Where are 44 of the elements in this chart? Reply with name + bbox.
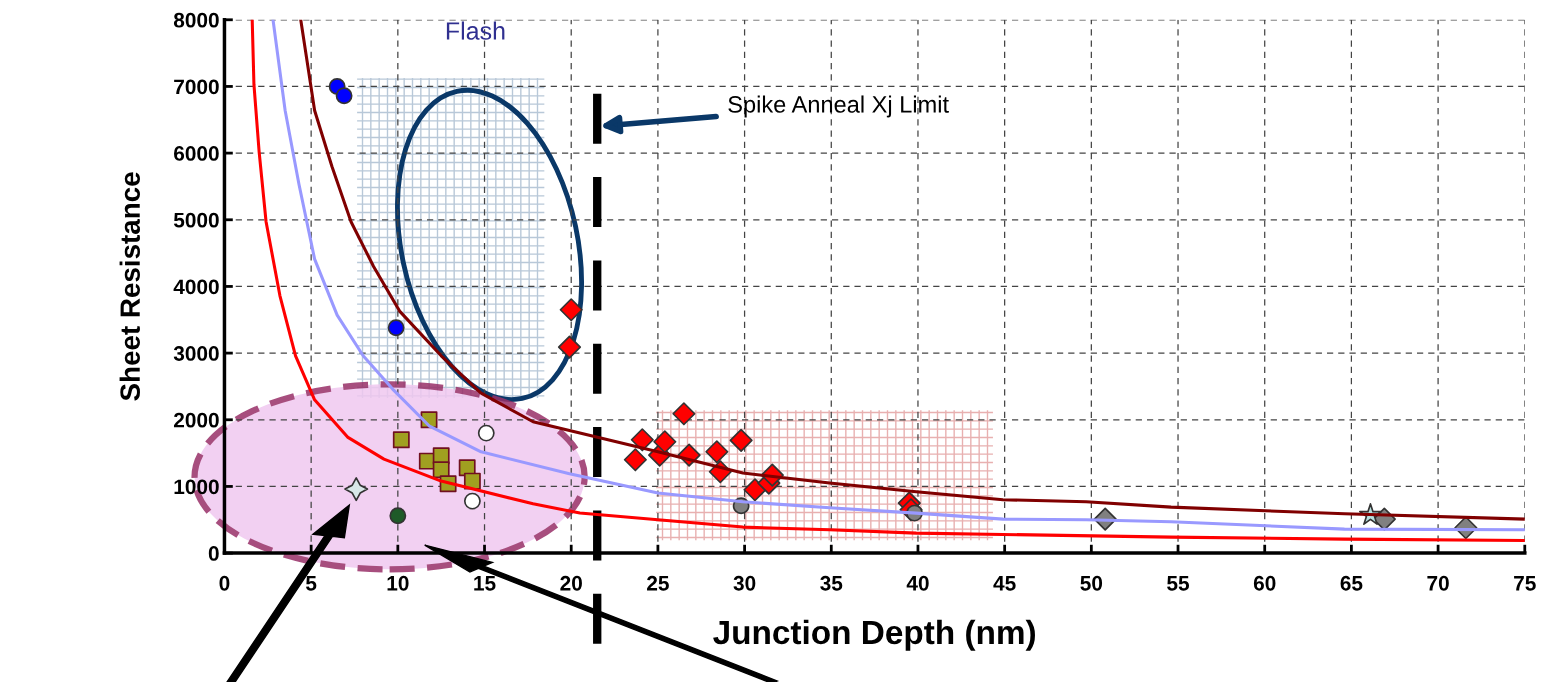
- x-tick-label: 75: [1514, 576, 1536, 591]
- x-tick-label: 35: [820, 575, 843, 591]
- x-tick-label: 40: [906, 575, 929, 591]
- x-tick-label: 55: [1167, 576, 1190, 591]
- x-tick-label: 50: [1080, 575, 1103, 591]
- x-tick-label: 5: [306, 576, 317, 591]
- point: [477, 424, 495, 442]
- ref-line-label: Spike Anneal Xj Limit: [728, 95, 949, 118]
- point: [729, 428, 753, 453]
- point: [463, 492, 481, 510]
- x-tick-label: 20: [560, 575, 582, 591]
- y-tick-label: 3000: [173, 346, 219, 361]
- y-tick-label: 4000: [173, 279, 219, 295]
- y-tick-label: 1000: [174, 479, 219, 495]
- point: [387, 319, 405, 337]
- point: [623, 448, 647, 472]
- point: [335, 87, 353, 105]
- point: [743, 478, 767, 502]
- y-tick-label: 5000: [173, 212, 219, 228]
- x-tick-label: 0: [219, 575, 230, 591]
- y-tick-label: 8000: [173, 12, 219, 28]
- x-tick-label: 30: [733, 575, 756, 591]
- annotation: Flash: [446, 21, 505, 40]
- x-tick-label: 15: [474, 576, 496, 591]
- x-tick-label: 70: [1427, 575, 1449, 591]
- point: [705, 440, 729, 464]
- point: [653, 430, 677, 454]
- y-tick-label: 7000: [174, 79, 219, 95]
- x-tick-label: 45: [993, 576, 1016, 591]
- point: [559, 298, 583, 322]
- y-tick-label: 0: [208, 546, 219, 561]
- point: [672, 402, 696, 426]
- y-tick-label: 2000: [173, 412, 219, 428]
- y-tick-label: 6000: [174, 146, 219, 161]
- x-axis-title: Junction Depth (nm): [713, 619, 1035, 651]
- point: [392, 431, 410, 449]
- x-tick-label: 10: [387, 575, 409, 591]
- x-tick-label: 65: [1340, 575, 1363, 591]
- point: [557, 335, 582, 359]
- x-tick-label: 60: [1253, 575, 1276, 591]
- point: [344, 477, 369, 502]
- y-axis-title: Sheet Resistance: [119, 172, 140, 401]
- point: [389, 507, 407, 525]
- x-tick-label: 25: [647, 575, 669, 591]
